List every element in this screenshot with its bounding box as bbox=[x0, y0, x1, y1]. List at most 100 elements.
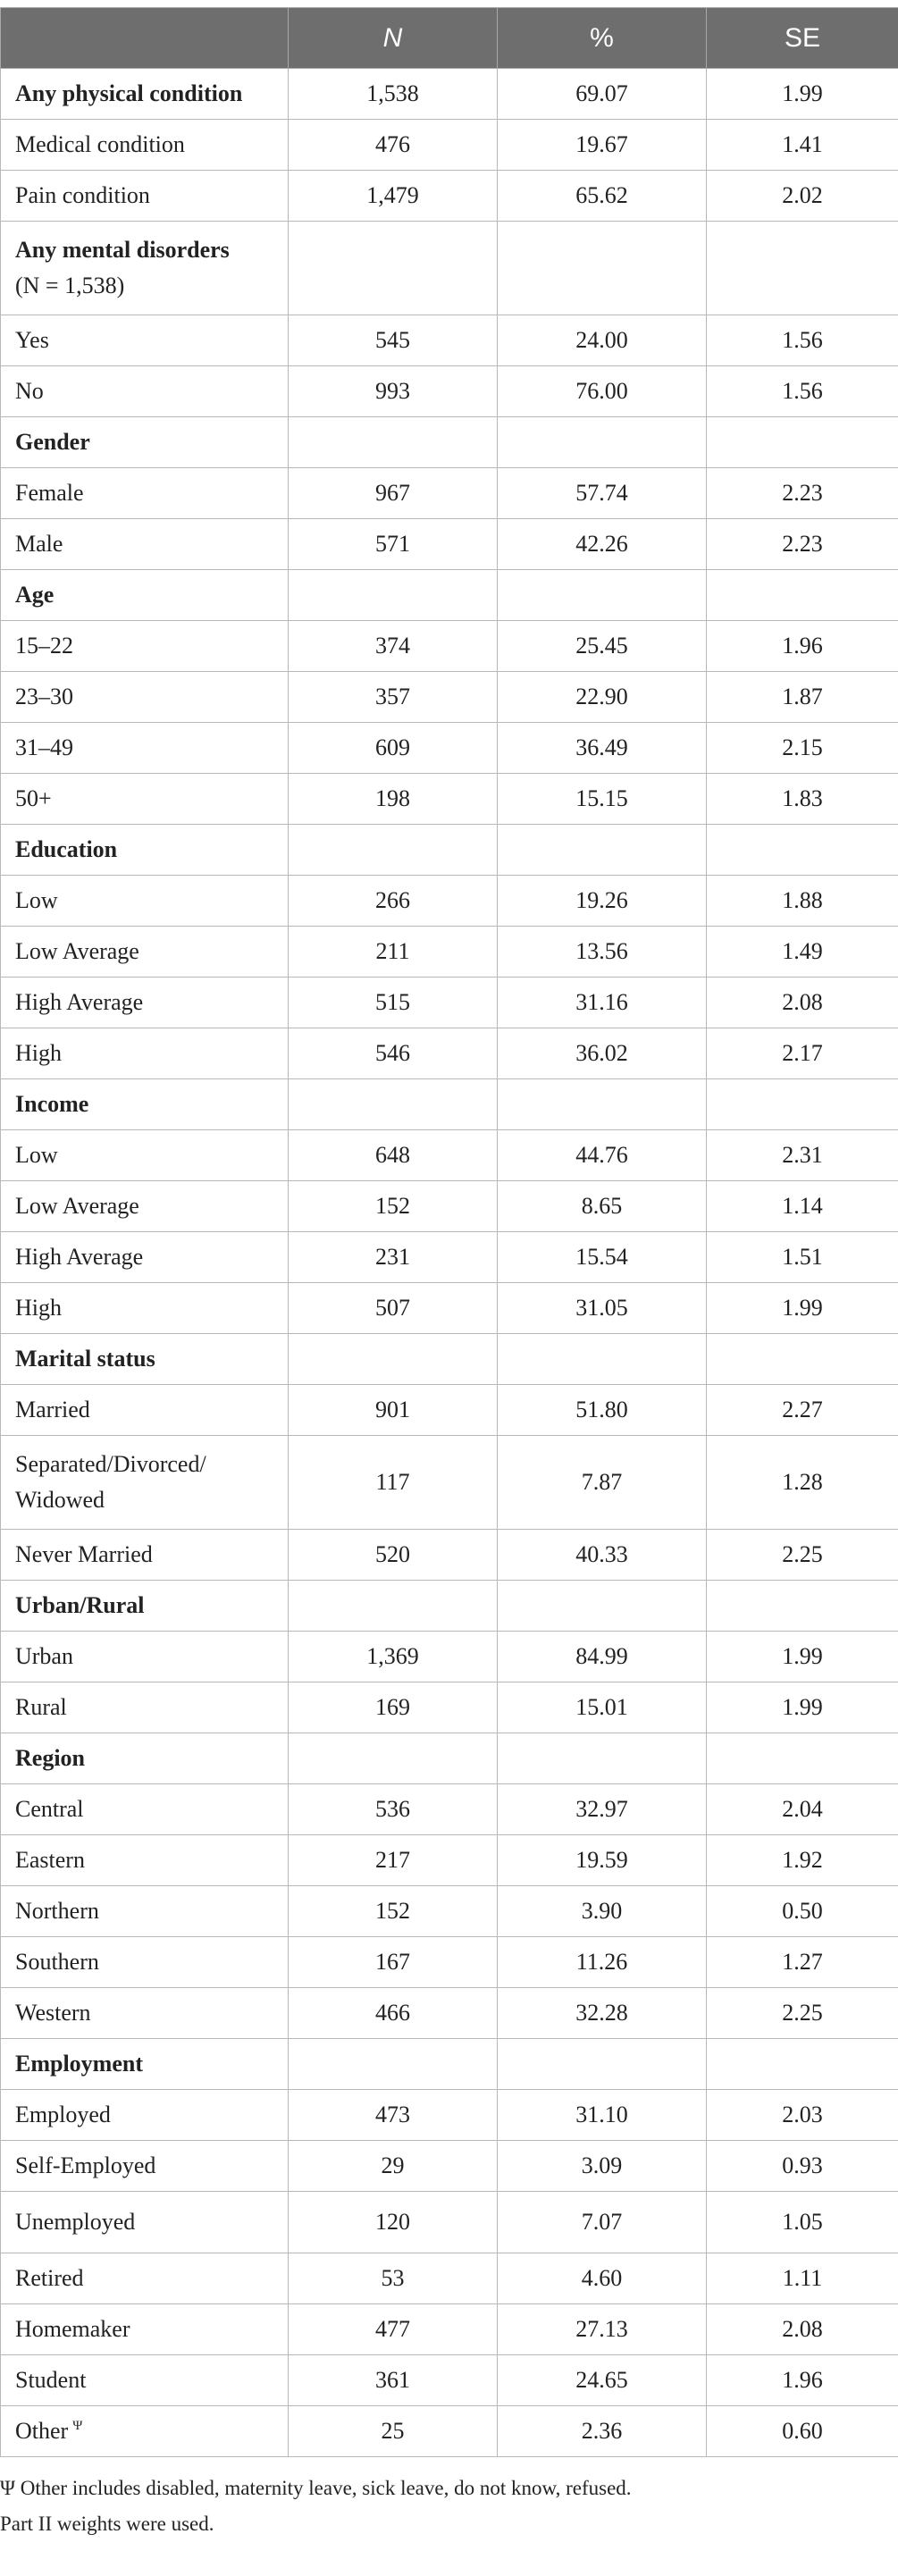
cell-percent: 65.62 bbox=[497, 170, 707, 222]
cell-se: 1.11 bbox=[706, 2253, 898, 2304]
cell-se: 0.50 bbox=[706, 1885, 898, 1937]
cell-se bbox=[706, 1580, 898, 1632]
cell-n bbox=[288, 824, 498, 876]
cell-percent: 32.97 bbox=[497, 1783, 707, 1835]
row-label: Any mental disorders (N = 1,538) bbox=[0, 221, 289, 315]
table-row: Pain condition 1,479 65.62 2.02 bbox=[0, 170, 898, 222]
cell-se bbox=[706, 1733, 898, 1784]
cell-n: 169 bbox=[288, 1682, 498, 1733]
cell-n: 520 bbox=[288, 1529, 498, 1581]
cell-n: 357 bbox=[288, 671, 498, 723]
table-row: Low Average 211 13.56 1.49 bbox=[0, 926, 898, 978]
row-label: Northern bbox=[0, 1885, 289, 1937]
cell-percent: 13.56 bbox=[497, 926, 707, 978]
table-row: Eastern 217 19.59 1.92 bbox=[0, 1834, 898, 1886]
section-row: Urban/Rural bbox=[0, 1580, 898, 1632]
cell-n: 967 bbox=[288, 467, 498, 519]
cell-percent bbox=[497, 569, 707, 621]
row-label: Urban bbox=[0, 1631, 289, 1682]
section-row: Income bbox=[0, 1078, 898, 1130]
cell-se: 1.56 bbox=[706, 315, 898, 366]
row-label-text: Employment bbox=[15, 2051, 143, 2077]
cell-percent bbox=[497, 1580, 707, 1632]
row-label-text: Separated/Divorced/ bbox=[15, 1451, 206, 1477]
cell-percent: 25.45 bbox=[497, 620, 707, 672]
cell-n bbox=[288, 2038, 498, 2090]
row-label-text: Rural bbox=[15, 1694, 67, 1720]
cell-percent bbox=[497, 1333, 707, 1385]
row-label: High bbox=[0, 1282, 289, 1334]
cell-se: 1.28 bbox=[706, 1435, 898, 1530]
cell-percent: 27.13 bbox=[497, 2303, 707, 2355]
cell-n: 53 bbox=[288, 2253, 498, 2304]
cell-se: 1.99 bbox=[706, 68, 898, 120]
row-label: Rural bbox=[0, 1682, 289, 1733]
row-label-text: Homemaker bbox=[15, 2316, 130, 2342]
cell-n: 211 bbox=[288, 926, 498, 978]
row-label-text: Low bbox=[15, 887, 58, 913]
cell-n: 546 bbox=[288, 1028, 498, 1079]
row-label: 15–22 bbox=[0, 620, 289, 672]
row-label-text: Male bbox=[15, 531, 63, 557]
cell-percent: 19.26 bbox=[497, 875, 707, 927]
row-label-continuation: (N = 1,538) bbox=[15, 273, 125, 298]
row-label: Yes bbox=[0, 315, 289, 366]
table-row: 23–30 357 22.90 1.87 bbox=[0, 671, 898, 723]
row-label-text: Pain condition bbox=[15, 182, 150, 208]
table-row: Male 571 42.26 2.23 bbox=[0, 518, 898, 570]
row-label: Retired bbox=[0, 2253, 289, 2304]
row-label: Central bbox=[0, 1783, 289, 1835]
cell-percent: 15.01 bbox=[497, 1682, 707, 1733]
cell-percent: 40.33 bbox=[497, 1529, 707, 1581]
cell-n: 466 bbox=[288, 1987, 498, 2039]
cell-se: 1.96 bbox=[706, 2354, 898, 2406]
cell-se: 2.08 bbox=[706, 2303, 898, 2355]
cell-n: 901 bbox=[288, 1384, 498, 1436]
cell-se: 2.25 bbox=[706, 1529, 898, 1581]
cell-percent: 15.54 bbox=[497, 1231, 707, 1283]
cell-percent: 69.07 bbox=[497, 68, 707, 120]
row-label: Employed bbox=[0, 2089, 289, 2141]
cell-percent: 57.74 bbox=[497, 467, 707, 519]
table-row: 31–49 609 36.49 2.15 bbox=[0, 722, 898, 774]
cell-percent bbox=[497, 1078, 707, 1130]
table-row: Retired 53 4.60 1.11 bbox=[0, 2253, 898, 2304]
descriptive-statistics-table: N % SE Any physical condition 1,538 69.07 1… bbox=[0, 7, 898, 2457]
row-label: Urban/Rural bbox=[0, 1580, 289, 1632]
table-row: Self-Employed 29 3.09 0.93 bbox=[0, 2140, 898, 2192]
section-row: Marital status bbox=[0, 1333, 898, 1385]
cell-se: 2.15 bbox=[706, 722, 898, 774]
cell-se bbox=[706, 221, 898, 315]
cell-percent: 11.26 bbox=[497, 1936, 707, 1988]
cell-percent: 42.26 bbox=[497, 518, 707, 570]
row-label-text: Southern bbox=[15, 1949, 99, 1975]
row-label-text: Income bbox=[15, 1091, 89, 1117]
row-label: Southern bbox=[0, 1936, 289, 1988]
cell-percent: 22.90 bbox=[497, 671, 707, 723]
psi-footnote-marker: Ψ bbox=[72, 2419, 83, 2434]
table-row: Western 466 32.28 2.25 bbox=[0, 1987, 898, 2039]
table-row: High 507 31.05 1.99 bbox=[0, 1282, 898, 1334]
row-label-text: Yes bbox=[15, 327, 49, 353]
cell-n: 1,479 bbox=[288, 170, 498, 222]
cell-n: 117 bbox=[288, 1435, 498, 1530]
cell-n: 374 bbox=[288, 620, 498, 672]
row-label-text: No bbox=[15, 378, 44, 404]
cell-n: 29 bbox=[288, 2140, 498, 2192]
row-label-text: Low bbox=[15, 1142, 58, 1168]
section-row: Any mental disorders (N = 1,538) bbox=[0, 221, 898, 315]
cell-n: 507 bbox=[288, 1282, 498, 1334]
header-label-column bbox=[0, 7, 289, 69]
cell-n: 1,369 bbox=[288, 1631, 498, 1682]
row-label-text: Education bbox=[15, 836, 118, 862]
cell-n: 476 bbox=[288, 119, 498, 171]
row-label-text: Low Average bbox=[15, 938, 139, 964]
row-label: Age bbox=[0, 569, 289, 621]
table-row: Yes 545 24.00 1.56 bbox=[0, 315, 898, 366]
section-row: Region bbox=[0, 1733, 898, 1784]
cell-percent: 24.00 bbox=[497, 315, 707, 366]
cell-n bbox=[288, 1580, 498, 1632]
cell-percent: 19.67 bbox=[497, 119, 707, 171]
table-row: Low Average 152 8.65 1.14 bbox=[0, 1180, 898, 1232]
table-row: High Average 515 31.16 2.08 bbox=[0, 977, 898, 1028]
